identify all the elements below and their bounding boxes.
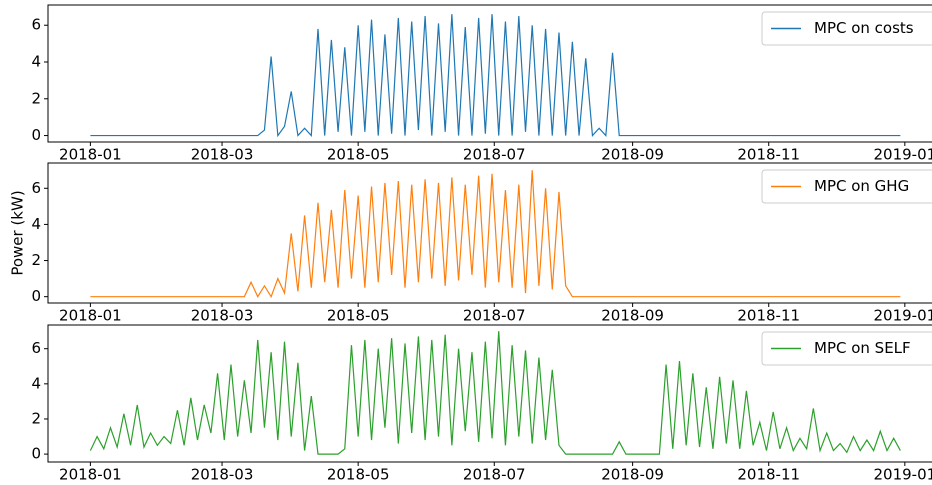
y-axis-label: Power (kW) <box>9 190 27 275</box>
y-tick-label: 0 <box>31 445 41 463</box>
y-tick-label: 6 <box>31 16 41 34</box>
x-tick-label: 2018-05 <box>327 307 390 325</box>
axes-frame <box>47 4 932 143</box>
x-tick-label: 2018-05 <box>327 146 390 164</box>
axes-frame <box>47 162 932 304</box>
data-line <box>90 14 901 138</box>
y-tick-label: 2 <box>31 409 41 427</box>
x-tick-label: 2018-09 <box>601 307 664 325</box>
x-tick-label: 2018-01 <box>59 307 122 325</box>
x-tick-label: 2018-07 <box>463 466 526 484</box>
x-tick-label: 2018-01 <box>59 146 122 164</box>
y-tick-label: 2 <box>31 89 41 107</box>
x-tick-label: 2018-11 <box>737 466 800 484</box>
y-tick-label: 4 <box>31 374 41 392</box>
y-tick-label: 0 <box>31 287 41 305</box>
y-tick-label: 4 <box>31 53 41 71</box>
data-line <box>90 170 901 299</box>
y-tick-label: 0 <box>31 126 41 144</box>
x-tick-label: 2018-11 <box>737 146 800 164</box>
axes-frame <box>47 324 932 463</box>
x-tick-label: 2018-07 <box>463 146 526 164</box>
x-tick-label: 2018-03 <box>191 466 254 484</box>
data-line <box>89 331 901 455</box>
x-tick-label: 2018-05 <box>327 466 390 484</box>
x-tick-label: 2018-03 <box>191 307 254 325</box>
x-tick-label: 2018-09 <box>601 466 664 484</box>
legend-box <box>761 169 932 204</box>
legend-label: MPC on costs <box>814 19 914 37</box>
x-tick-label: 2018-01 <box>59 466 122 484</box>
x-tick-label: 2018-07 <box>463 307 526 325</box>
legend-label: MPC on GHG <box>814 177 909 195</box>
x-tick-label: 2019-01 <box>873 307 932 325</box>
y-tick-label: 6 <box>31 339 41 357</box>
y-tick-label: 6 <box>31 179 41 197</box>
legend-box <box>761 331 932 366</box>
x-tick-label: 2019-01 <box>873 466 932 484</box>
x-tick-label: 2018-11 <box>737 307 800 325</box>
x-tick-label: 2018-09 <box>601 146 664 164</box>
y-tick-label: 2 <box>31 251 41 269</box>
x-tick-label: 2019-01 <box>873 146 932 164</box>
legend-label: MPC on SELF <box>814 339 911 357</box>
y-tick-label: 4 <box>31 215 41 233</box>
x-tick-label: 2018-03 <box>191 146 254 164</box>
legend-box <box>761 11 932 46</box>
